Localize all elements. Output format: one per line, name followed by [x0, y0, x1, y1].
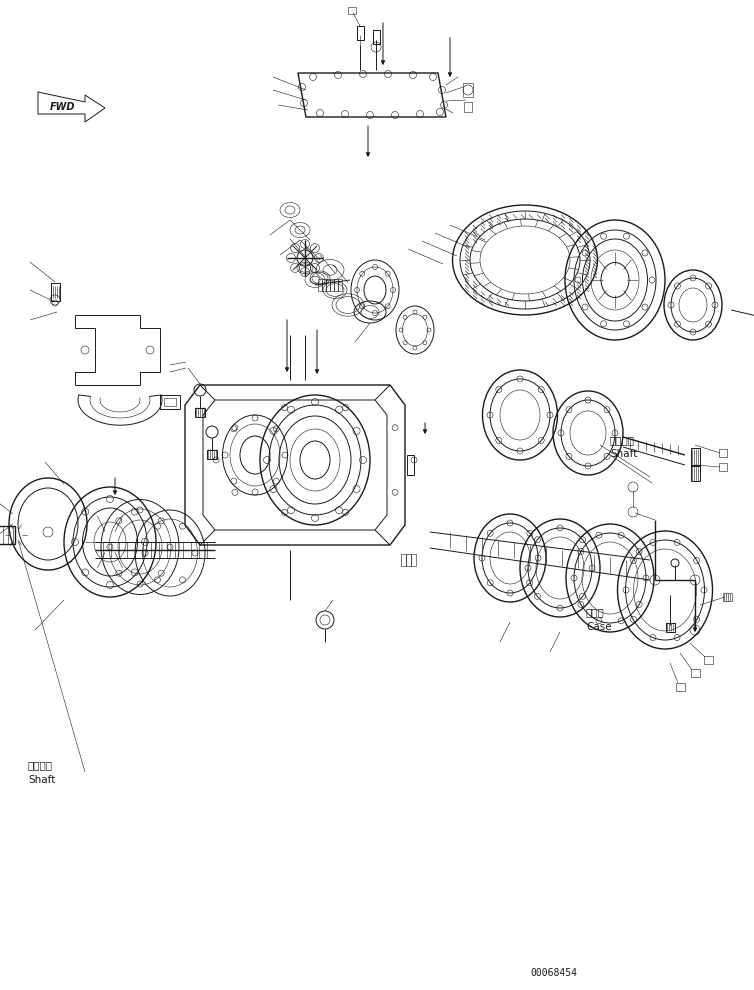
Bar [400, 554, 406, 566]
Bar [372, 30, 379, 44]
Text: ケース: ケース [586, 607, 605, 617]
Bar [719, 449, 727, 457]
Bar [719, 463, 727, 471]
Bar [338, 279, 342, 291]
Bar [348, 7, 356, 14]
Text: Shaft: Shaft [28, 775, 55, 785]
Bar [406, 554, 410, 566]
Text: Case: Case [586, 622, 611, 632]
Bar [703, 656, 713, 664]
Bar [318, 279, 322, 291]
Bar [722, 593, 731, 601]
Bar [357, 26, 363, 40]
Text: シャフト: シャフト [610, 435, 635, 445]
Bar [164, 398, 176, 406]
Bar [691, 669, 700, 677]
Bar [410, 554, 415, 566]
Circle shape [43, 527, 53, 537]
Bar [326, 279, 330, 291]
Bar [195, 408, 205, 417]
Text: シャフト: シャフト [28, 760, 53, 770]
Bar [406, 455, 413, 475]
Bar [207, 449, 217, 458]
Bar [0, 526, 15, 544]
Text: 00068454: 00068454 [530, 968, 577, 978]
Bar [666, 623, 675, 632]
Bar [463, 83, 473, 97]
Bar [464, 102, 472, 112]
Bar [51, 283, 60, 301]
Text: FWD: FWD [50, 102, 75, 112]
Bar [160, 395, 180, 409]
Bar [322, 279, 326, 291]
Bar [691, 448, 700, 466]
Text: Shaft: Shaft [610, 449, 637, 459]
Bar [691, 465, 700, 481]
Bar [676, 683, 685, 691]
Bar [330, 279, 334, 291]
Bar [334, 279, 338, 291]
